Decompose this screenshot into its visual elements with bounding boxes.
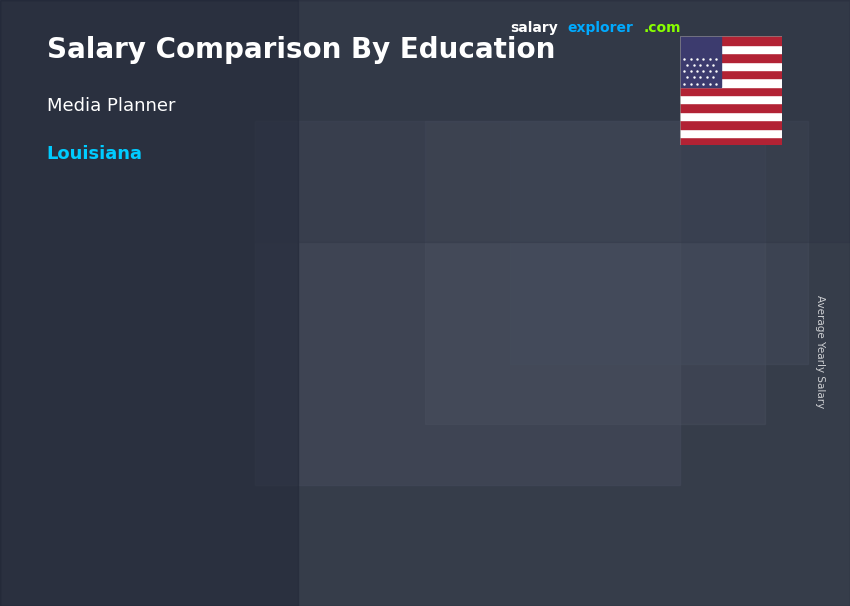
Bar [680, 78, 782, 87]
Bar [680, 36, 721, 87]
Text: 117,000 USD: 117,000 USD [670, 202, 756, 215]
Bar [680, 62, 782, 70]
Bar [456, 285, 473, 497]
Bar [298, 346, 388, 497]
Text: .com: .com [643, 21, 681, 35]
Bar [680, 112, 782, 120]
Bar [510, 121, 808, 364]
Bar [680, 137, 782, 145]
Bar [471, 285, 560, 497]
Text: explorer: explorer [568, 21, 634, 35]
Bar [680, 53, 782, 62]
Text: 56,200 USD: 56,200 USD [158, 344, 236, 358]
Bar [127, 365, 216, 497]
Bar [680, 104, 782, 112]
Bar [425, 121, 765, 424]
Bar [680, 87, 782, 95]
Bar [284, 346, 300, 497]
Bar [680, 36, 782, 45]
Text: +29%: +29% [565, 186, 638, 206]
Bar [680, 45, 782, 53]
Text: +41%: +41% [394, 235, 465, 255]
Bar [0, 0, 850, 242]
Bar [628, 224, 644, 497]
Bar [680, 95, 782, 104]
Bar [112, 365, 128, 497]
Bar [255, 121, 680, 485]
Text: Salary Comparison By Education: Salary Comparison By Education [47, 36, 555, 64]
Bar [680, 120, 782, 128]
Bar [717, 224, 727, 497]
Text: 64,600 USD: 64,600 USD [330, 325, 408, 338]
Text: Average Yearly Salary: Average Yearly Salary [815, 295, 825, 408]
Text: Media Planner: Media Planner [47, 97, 175, 115]
Bar [0, 0, 298, 606]
Text: +15%: +15% [221, 290, 293, 311]
Bar [643, 224, 732, 497]
Bar [201, 365, 211, 497]
Bar [680, 70, 782, 78]
Text: Louisiana: Louisiana [47, 145, 143, 164]
Bar [373, 346, 383, 497]
Bar [546, 285, 555, 497]
Bar [680, 128, 782, 137]
Text: 90,800 USD: 90,800 USD [507, 264, 586, 276]
Text: salary: salary [510, 21, 558, 35]
